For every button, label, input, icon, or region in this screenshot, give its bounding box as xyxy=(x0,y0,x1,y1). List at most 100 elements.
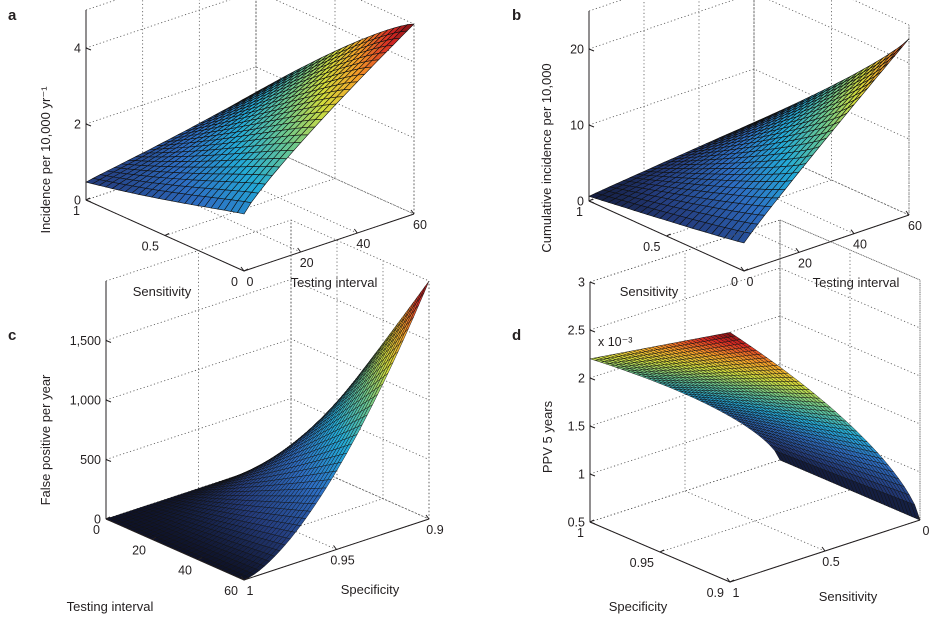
u-tick-mark xyxy=(743,268,749,272)
z-tick-label: 500 xyxy=(80,453,101,467)
panel-c-ticks: 0 500 1,000 1,500 60 40 20 0 1 0.95 0.9 xyxy=(70,281,444,598)
v-tick-mark xyxy=(850,229,855,234)
panel-a-surface xyxy=(85,23,415,215)
surface-patch xyxy=(419,280,430,299)
v-tick-label: 40 xyxy=(356,237,370,251)
v-tick-mark xyxy=(333,545,337,550)
v-tick-label: 0 xyxy=(247,275,254,289)
u-tick-label: 60 xyxy=(224,584,238,598)
z-tick-mark xyxy=(589,425,596,429)
u-tick-label: 0.95 xyxy=(630,556,654,570)
v-tick-mark xyxy=(240,266,245,272)
u-tick-label: 0.5 xyxy=(643,240,660,254)
z-tick-mark xyxy=(105,340,112,343)
u-tick-mark xyxy=(588,198,594,202)
panel-d-surface xyxy=(589,332,921,521)
v-axis-line xyxy=(743,214,910,272)
v-tick-mark xyxy=(795,248,800,253)
frame-top-edge xyxy=(852,0,910,26)
z-tick-label: 10 xyxy=(570,119,584,133)
v-tick-label: 60 xyxy=(908,219,922,233)
panel-b-y-label: Testing interval xyxy=(813,275,900,290)
u-tick-mark xyxy=(151,536,157,540)
z-tick-label: 0 xyxy=(94,513,101,527)
z-tick-label: 3 xyxy=(578,276,585,290)
u-tick-label: 0.9 xyxy=(707,586,724,600)
frame-top-edge xyxy=(85,0,118,11)
panel-d-multiplier: x 10⁻³ xyxy=(598,335,632,349)
z-tick-mark xyxy=(589,377,596,381)
surface-patch xyxy=(888,44,903,58)
panel-a-z-label: Incidence per 10,000 yr⁻¹ xyxy=(38,86,53,234)
panel-d-x-label: Specificity xyxy=(609,599,668,614)
v-tick-label: 0 xyxy=(923,524,930,538)
panel-d-y-label: Sensitivity xyxy=(819,589,878,604)
v-tick-label: 0.9 xyxy=(426,523,443,537)
z-tick-mark xyxy=(85,47,92,51)
panel-d: d 0.5 1 1.5 2 2.5 3 0.9 0.95 1 1 0.5 0 x 10⁻³ PPV 5… xyxy=(512,219,930,614)
v-tick-label: 1 xyxy=(733,586,740,600)
u-axis-line xyxy=(105,518,245,581)
panel-b-z-label: Cumulative incidence per 10,000 xyxy=(539,63,554,252)
v-tick-label: 40 xyxy=(853,238,867,252)
v-tick-label: 20 xyxy=(300,256,314,270)
frame-z-gridline xyxy=(589,219,921,283)
z-tick-label: 1.5 xyxy=(568,420,585,434)
frame-v-gridline xyxy=(589,282,731,583)
u-tick-label: 0 xyxy=(231,275,238,289)
frame-top-edge xyxy=(359,0,415,25)
panel-b-surface xyxy=(588,38,910,244)
panel-c: c 0 500 1,000 1,500 60 40 20 0 1 0.95 0.9 False po… xyxy=(8,219,444,614)
u-tick-mark xyxy=(666,233,671,237)
u-tick-label: 20 xyxy=(132,543,146,557)
v-tick-mark xyxy=(410,209,415,215)
z-tick-mark xyxy=(589,521,596,525)
z-tick-mark xyxy=(589,473,596,477)
v-tick-label: 0.5 xyxy=(822,555,839,569)
panel-c-letter: c xyxy=(8,327,16,344)
z-tick-mark xyxy=(105,459,112,462)
panel-a-letter: a xyxy=(8,7,17,24)
panel-d-letter: d xyxy=(512,327,521,344)
z-tick-mark xyxy=(85,123,92,127)
frame-v-gridline xyxy=(684,251,826,552)
frame-z-gridline xyxy=(588,0,910,64)
z-tick-label: 0 xyxy=(577,195,584,209)
panel-b-letter: b xyxy=(512,7,521,24)
panel-b-x-label: Sensitivity xyxy=(620,284,679,299)
u-tick-label: 1 xyxy=(576,205,583,219)
panel-c-surface xyxy=(105,280,430,581)
panel-c-x-label: Testing interval xyxy=(67,599,154,614)
z-tick-mark xyxy=(588,124,595,128)
u-tick-label: 40 xyxy=(178,564,192,578)
u-tick-label: 1 xyxy=(73,204,80,218)
u-tick-mark xyxy=(659,549,665,553)
frame-top-edge xyxy=(588,0,623,12)
panel-c-z-label: False positive per year xyxy=(38,374,53,505)
frame-z-gridline xyxy=(105,279,430,341)
z-tick-mark xyxy=(588,48,595,52)
frame-z-gridline xyxy=(105,398,430,460)
z-tick-mark xyxy=(589,329,596,333)
z-tick-label: 4 xyxy=(74,42,81,56)
panel-d-z-label: PPV 5 years xyxy=(540,400,555,473)
z-tick-mark xyxy=(105,399,112,403)
u-tick-label: 1 xyxy=(577,526,584,540)
z-tick-mark xyxy=(85,199,92,203)
z-tick-mark xyxy=(105,518,112,522)
v-tick-label: 20 xyxy=(798,256,812,270)
u-tick-label: 0 xyxy=(93,523,100,537)
surface-patch xyxy=(736,231,752,244)
u-tick-label: 0.5 xyxy=(142,240,159,254)
v-axis-line xyxy=(243,213,415,272)
v-tick-mark xyxy=(425,514,430,520)
u-tick-mark xyxy=(164,233,170,236)
u-tick-mark xyxy=(243,268,249,272)
panel-a-x-label: Sensitivity xyxy=(133,284,192,299)
z-tick-label: 2 xyxy=(578,372,585,386)
v-tick-mark xyxy=(297,247,302,253)
